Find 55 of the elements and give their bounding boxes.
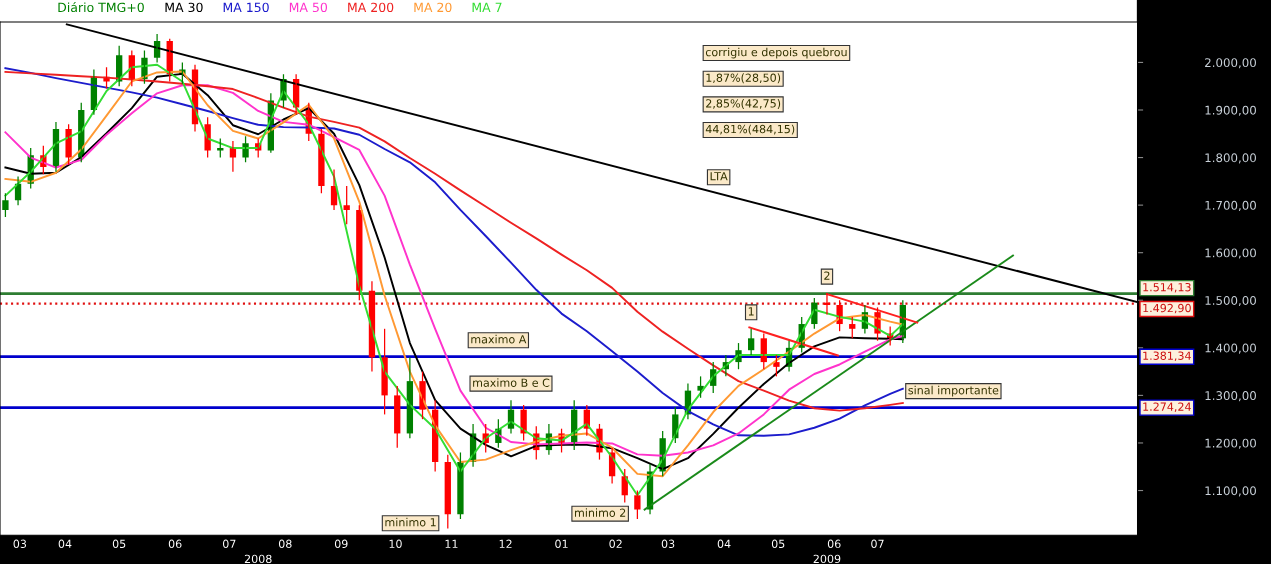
annotation: 2 [824, 271, 830, 280]
annotation: 44,81%(484,15) [705, 124, 795, 135]
annotation: 1,87%(28,50) [706, 73, 781, 84]
y-tick-label: 1.300,00 [1205, 391, 1256, 402]
candlestick [634, 489, 641, 520]
ref-line-label: 1.492,90 [1143, 303, 1191, 314]
x-tick-label: 08 [278, 539, 292, 548]
x2-tick-label: 2009 [813, 554, 841, 564]
x-tick-label: 09 [334, 539, 348, 548]
annotation: corrigiu e depois quebrou [705, 47, 847, 59]
x-tick-label: 11 [445, 539, 458, 548]
y-tick-label: 1.500,00 [1205, 295, 1256, 307]
text: MA 20 [414, 2, 452, 13]
text: MA 7 [472, 2, 502, 12]
annotation: sinal importante [908, 385, 999, 397]
text: MA 30 [165, 2, 203, 13]
text: MA 200 [348, 2, 394, 13]
x-tick-label: 10 [389, 539, 402, 548]
x-tick-label: 04 [717, 539, 731, 548]
x-tick-label: 07 [871, 539, 884, 548]
ref-line-label: 1.514,13 [1143, 282, 1191, 293]
annotation: maximo A [471, 334, 527, 344]
x-tick-label: 03 [13, 539, 27, 548]
y-tick-label: 1.700,00 [1205, 200, 1256, 211]
text: Diário TMG+0 [58, 1, 144, 13]
annotation: minimo 1 [385, 517, 436, 527]
text: MA 50 [289, 2, 328, 13]
ref-line-label: 1.274,24 [1143, 402, 1191, 412]
candlestick [2, 192, 9, 218]
x-tick-label: 05 [771, 539, 785, 548]
x2-tick-label: 2008 [244, 554, 272, 564]
y-tick-label: 2.000,00 [1205, 58, 1256, 69]
y-tick-label: 1.900,00 [1205, 105, 1256, 116]
x-tick-label: 06 [827, 539, 841, 548]
x-tick-label: 12 [499, 539, 512, 548]
annotation: minimo 2 [575, 508, 626, 517]
annotation: 1 [748, 307, 754, 316]
y-tick-label: 1.200,00 [1205, 438, 1256, 449]
x-tick-label: 01 [555, 539, 568, 548]
x-tick-label: 05 [112, 539, 126, 548]
y-tick-label: 1.400,00 [1205, 343, 1256, 354]
x-tick-label: 07 [222, 539, 236, 548]
x-tick-label: 02 [609, 539, 622, 548]
candlestick [773, 354, 780, 377]
x-tick-label: 04 [58, 539, 72, 548]
x-tick-label: 06 [168, 539, 182, 548]
annotation: maximo B e C [473, 378, 550, 387]
y-tick-label: 1.800,00 [1205, 153, 1256, 164]
x-tick-label: 03 [661, 539, 675, 548]
annotation: LTA [710, 172, 728, 181]
ref-line-label: 1.381,34 [1143, 351, 1191, 362]
text: MA 150 [223, 2, 269, 13]
y-tick-label: 1.600,00 [1205, 248, 1256, 259]
y-tick-label: 1.100,00 [1205, 486, 1256, 497]
annotation: 2,85%(42,75) [706, 98, 781, 109]
